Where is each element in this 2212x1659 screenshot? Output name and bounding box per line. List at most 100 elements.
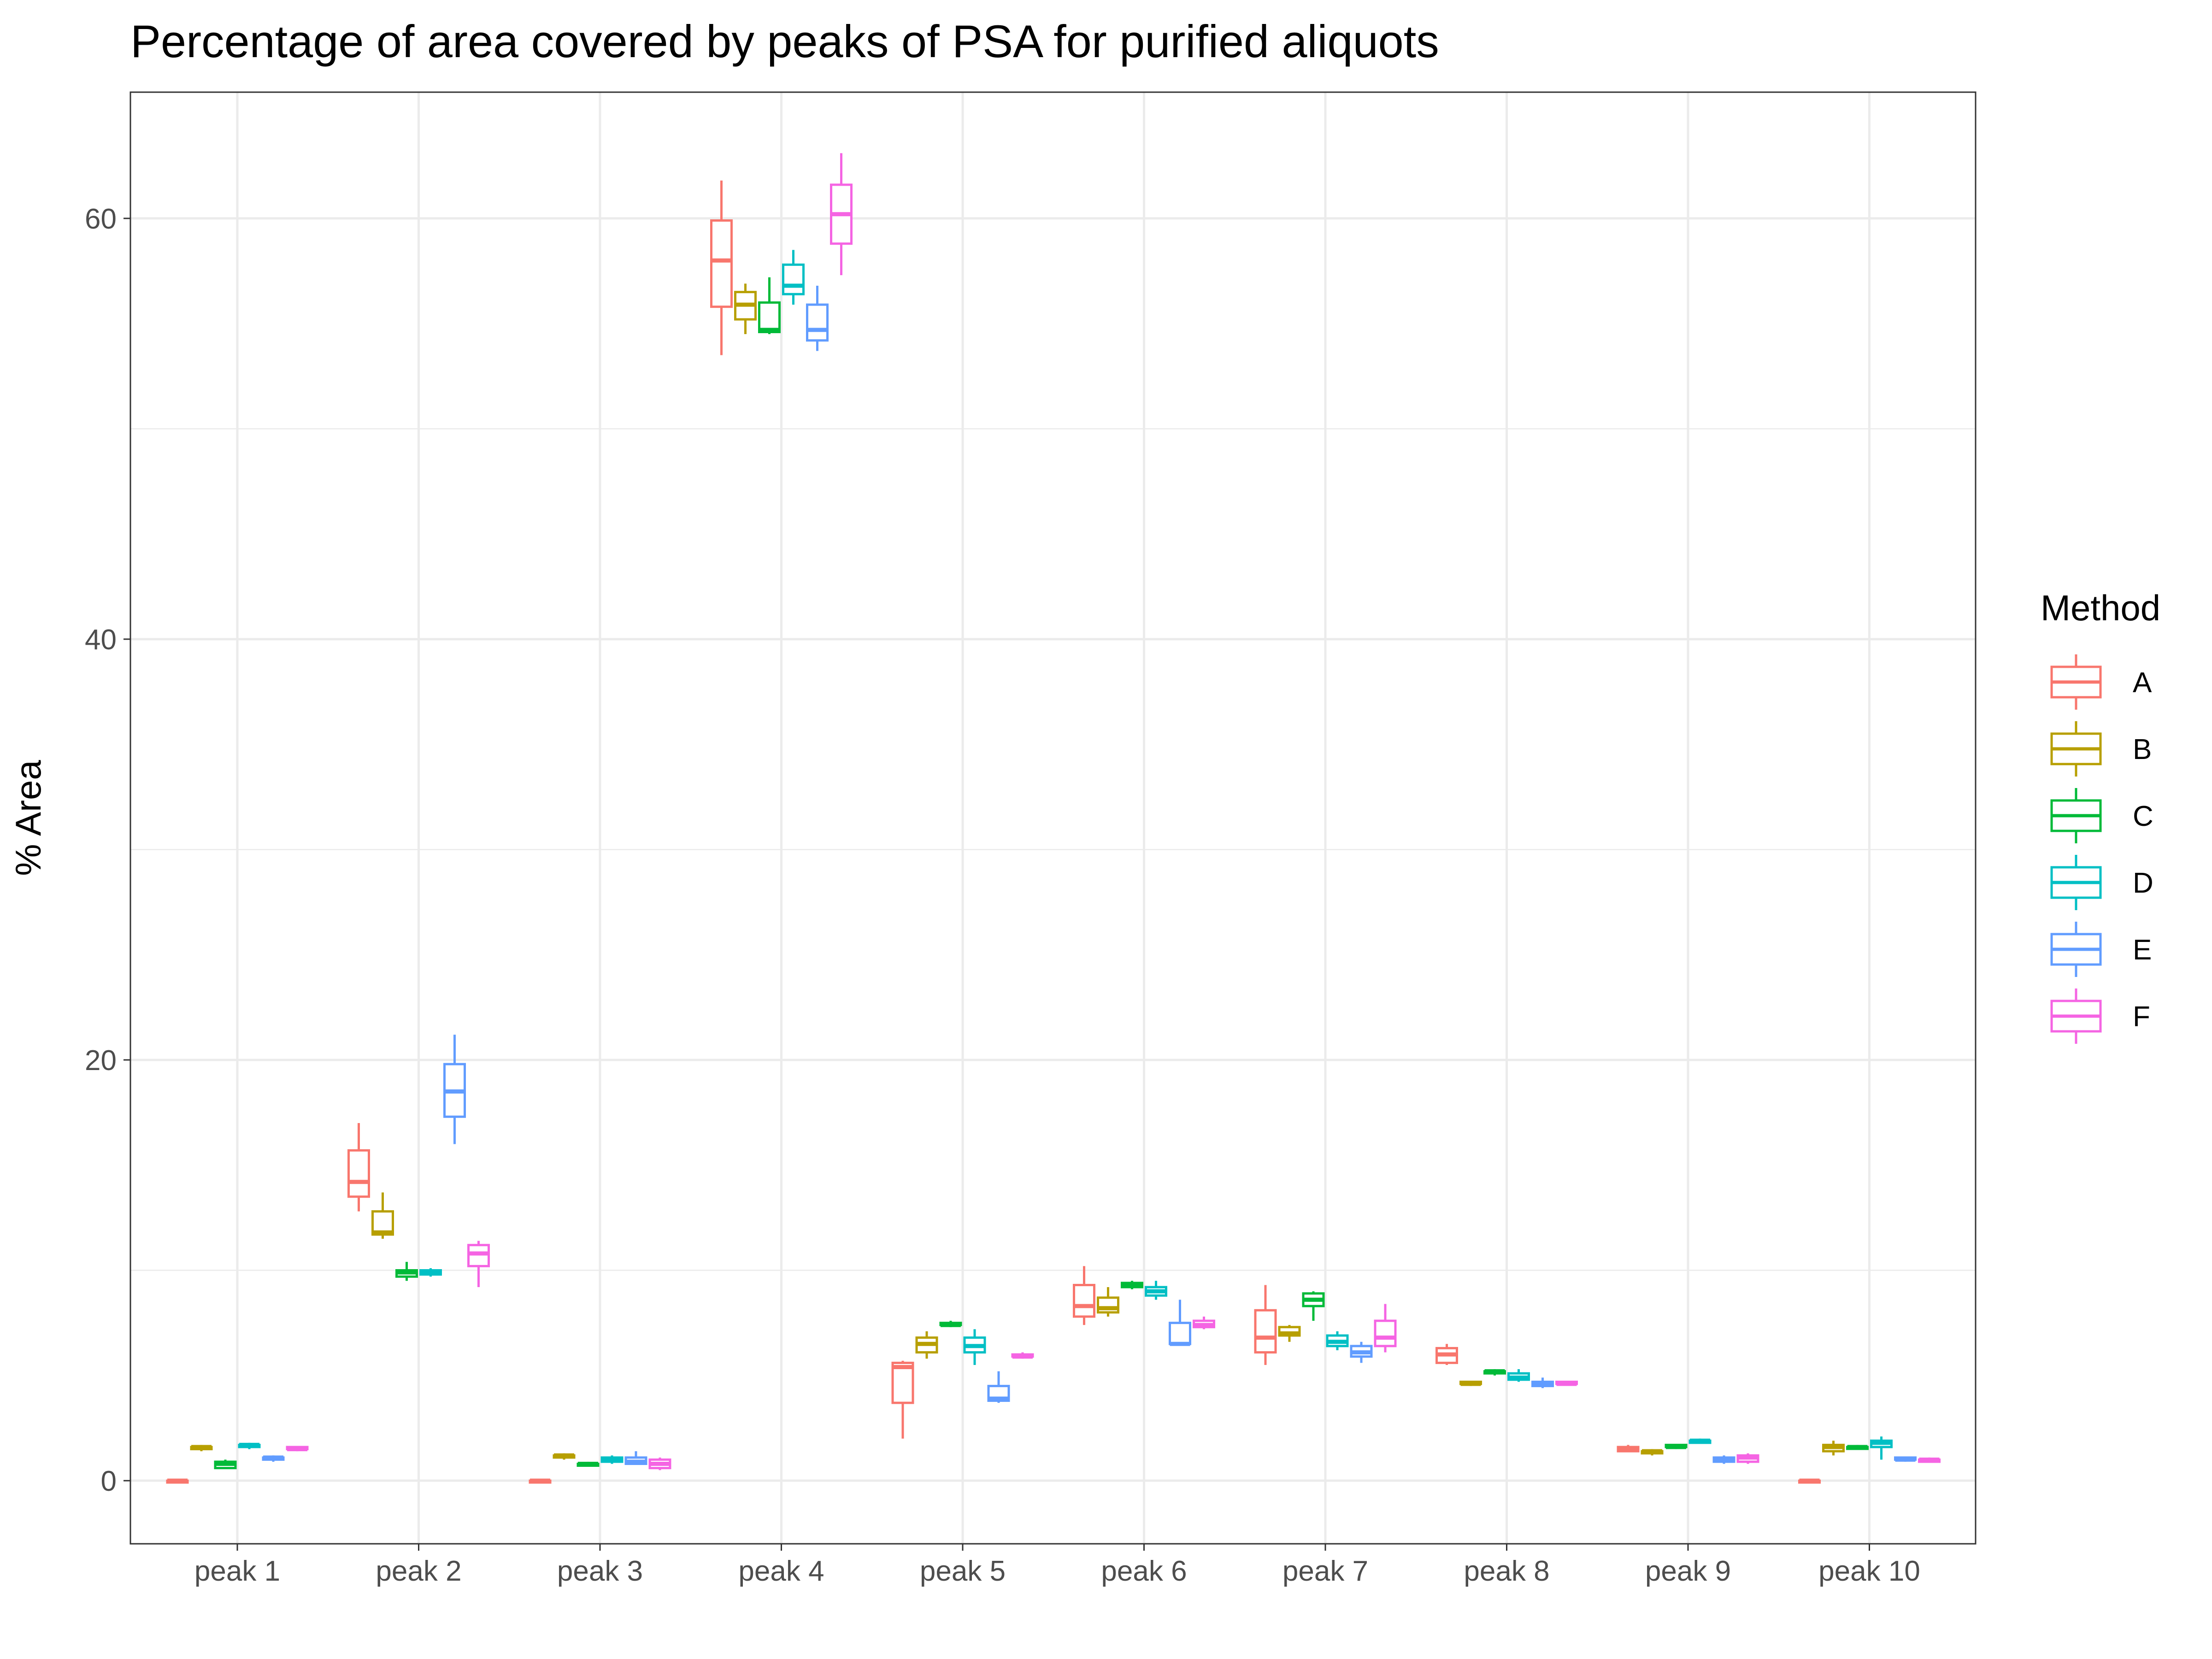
box-F-5 [1011, 1352, 1034, 1359]
box-C-4 [758, 277, 781, 334]
box-E-4 [806, 286, 829, 351]
box-body [347, 1149, 370, 1198]
box-D-2 [419, 1268, 442, 1277]
x-tick-label: peak 9 [1645, 1555, 1731, 1587]
box-A-2 [347, 1123, 370, 1212]
y-tick-label: 40 [85, 624, 117, 656]
box-E-5 [987, 1371, 1010, 1403]
box-B-2 [371, 1192, 394, 1239]
x-tick-label: peak 8 [1464, 1555, 1549, 1587]
legend-label: B [2133, 734, 2152, 765]
box-body [782, 263, 805, 295]
legend-item-A: A [2050, 654, 2152, 710]
box-body [710, 219, 733, 308]
box-A-1 [166, 1478, 189, 1484]
boxplots [166, 153, 1941, 1484]
box-D-8 [1507, 1369, 1530, 1382]
legend-item-D: D [2050, 855, 2153, 910]
box-C-10 [1846, 1445, 1869, 1450]
box-B-6 [1097, 1287, 1119, 1317]
box-F-7 [1374, 1304, 1397, 1353]
box-F-1 [286, 1446, 309, 1452]
legend-label: F [2133, 1001, 2150, 1033]
box-A-4 [710, 180, 733, 355]
box-A-6 [1073, 1266, 1095, 1325]
series-A [166, 180, 1821, 1484]
grid-lines [130, 92, 1976, 1544]
box-D-4 [782, 250, 805, 305]
box-F-6 [1193, 1316, 1215, 1330]
box-C-9 [1665, 1443, 1688, 1449]
box-F-9 [1736, 1453, 1759, 1464]
box-body [806, 303, 829, 342]
box-D-1 [238, 1442, 261, 1449]
box-D-5 [963, 1329, 986, 1365]
series-F [286, 153, 1941, 1471]
plot-panel [130, 92, 1976, 1544]
box-F-4 [830, 153, 853, 276]
box-A-8 [1435, 1344, 1458, 1365]
box-A-3 [529, 1478, 552, 1484]
box-B-10 [1822, 1441, 1845, 1456]
panel-background [130, 92, 1976, 1544]
box-E-6 [1169, 1300, 1191, 1346]
box-E-3 [624, 1451, 647, 1465]
box-body [891, 1361, 914, 1404]
box-body [1073, 1283, 1095, 1318]
legend-title: Method [2041, 588, 2160, 628]
series-D [238, 250, 1893, 1464]
box-C-7 [1302, 1291, 1325, 1321]
box-B-4 [734, 283, 757, 334]
legend-label: D [2133, 867, 2153, 899]
box-D-9 [1688, 1438, 1712, 1444]
box-B-1 [190, 1445, 213, 1452]
series-E [262, 286, 1917, 1465]
x-tick-label: peak 4 [738, 1555, 824, 1587]
legend-item-F: F [2050, 988, 2150, 1044]
box-E-1 [262, 1455, 285, 1462]
box-C-3 [577, 1461, 600, 1467]
series-C [214, 277, 1869, 1470]
box-body [1254, 1309, 1277, 1354]
box-C-1 [214, 1459, 237, 1470]
box-B-9 [1641, 1449, 1664, 1456]
box-F-2 [467, 1241, 490, 1288]
x-tick-label: peak 6 [1101, 1555, 1187, 1587]
x-tick-label: peak 3 [557, 1555, 643, 1587]
box-A-10 [1798, 1478, 1821, 1484]
legend-item-B: B [2050, 721, 2152, 777]
y-tick-label: 20 [85, 1045, 117, 1077]
y-tick-label: 60 [85, 203, 117, 235]
x-tick-label: peak 2 [376, 1555, 461, 1587]
x-tick-label: peak 7 [1282, 1555, 1368, 1587]
box-C-6 [1121, 1281, 1143, 1289]
legend-item-E: E [2050, 922, 2152, 977]
y-axis: 0 20 40 60 [85, 203, 130, 1497]
legend-label: C [2133, 800, 2153, 832]
x-tick-label: peak 1 [194, 1555, 280, 1587]
box-D-7 [1326, 1331, 1349, 1350]
plot-border [129, 91, 1977, 1545]
box-C-5 [939, 1321, 962, 1327]
box-E-10 [1894, 1456, 1917, 1462]
legend: Method A B C D E F [2041, 588, 2160, 1044]
y-axis-label: % Area [8, 760, 48, 876]
box-B-7 [1278, 1325, 1301, 1342]
box-body [467, 1244, 490, 1267]
box-E-9 [1712, 1455, 1735, 1464]
box-A-5 [891, 1360, 914, 1439]
x-tick-label: peak 10 [1818, 1555, 1920, 1587]
box-F-8 [1555, 1380, 1578, 1386]
box-D-3 [600, 1455, 624, 1464]
box-B-8 [1459, 1380, 1482, 1386]
box-B-5 [915, 1331, 938, 1359]
x-axis: peak 1 peak 2 peak 3 peak 4 peak 5 peak 6 peak… [194, 1544, 1920, 1587]
box-C-8 [1483, 1369, 1506, 1376]
series-B [190, 283, 1845, 1460]
x-tick-label: peak 5 [920, 1555, 1006, 1587]
box-A-7 [1254, 1285, 1277, 1365]
chart-title: Percentage of area covered by peaks of P… [130, 16, 1439, 67]
box-B-3 [553, 1453, 576, 1460]
box-A-9 [1617, 1445, 1640, 1453]
legend-label: E [2133, 934, 2152, 966]
